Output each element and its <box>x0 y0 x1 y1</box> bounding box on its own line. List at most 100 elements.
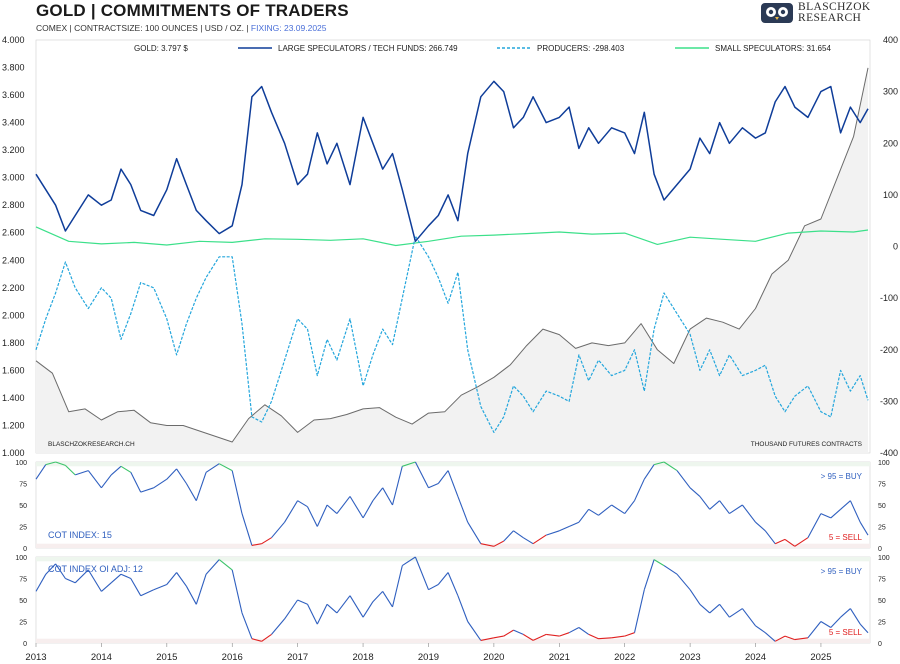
cot-index-line-segment <box>447 470 459 497</box>
cot-index-oi-adj-line-segment <box>271 618 286 635</box>
right-axis-tick-label: -200 <box>880 345 898 355</box>
left-axis-tick-label: 2.000 <box>2 310 25 320</box>
cot-index-line-segment <box>503 530 514 542</box>
cot-index-oi-adj-line-segment <box>241 612 253 639</box>
small-speculators-line <box>35 226 869 247</box>
cot-index-line-segment <box>195 472 207 501</box>
cot-index-line-segment <box>653 461 665 466</box>
cot-index-left-tick-label: 100 <box>15 460 27 467</box>
cot-index-label: COT INDEX: 15 <box>48 530 112 540</box>
cot-index-line-segment <box>251 543 262 546</box>
legend-entry: PRODUCERS: -298.403 <box>537 44 625 53</box>
cot-index-line-segment <box>75 470 89 476</box>
cot-index-line-segment <box>598 504 612 516</box>
cot-index-line-segment <box>611 504 626 515</box>
x-axis-tick-label: 2015 <box>156 652 177 663</box>
cot-index-oi-adj-line-segment <box>830 616 841 628</box>
cot-index-oi-adj-line-segment <box>729 608 743 618</box>
cot-index-right-tick-label: 25 <box>878 525 886 532</box>
cot-index-line-segment <box>166 468 177 480</box>
cot-index-line-segment <box>372 487 384 502</box>
cot-index-oi-adj-line-segment <box>447 572 459 596</box>
cot-index-line-segment <box>349 496 364 519</box>
x-axis-tick-label: 2017 <box>287 652 308 663</box>
cot-index-oi-adj-line-segment <box>130 578 142 596</box>
cot-index-oi-adj-line-segment <box>794 637 808 641</box>
cot-index-oi-adj-line-segment <box>401 556 416 567</box>
legend-entry: SMALL SPECULATORS: 31.654 <box>715 44 831 53</box>
right-axis-tick-label: 0 <box>893 242 898 252</box>
source-note: BLASCHZOKRESEARCH.CH <box>48 441 135 448</box>
cot-index-line-segment <box>261 537 272 545</box>
cot-index-line-segment <box>480 543 495 547</box>
x-axis-tick-label: 2014 <box>91 652 112 663</box>
right-axis-tick-label: -300 <box>880 396 898 406</box>
cot-index-oi-adj-line-segment <box>653 559 665 567</box>
cot-index-oi-adj-line-segment <box>284 599 299 620</box>
cot-index-line-segment <box>153 478 168 489</box>
owl-logo-icon <box>761 3 793 23</box>
cot-index-oi-adj-line-segment <box>362 601 374 618</box>
large-speculators-line <box>35 80 869 243</box>
cot-index-left-tick-label: 75 <box>19 482 27 489</box>
cot-index-line-segment <box>120 465 132 473</box>
cot-index-oi-adj-line-segment <box>176 572 187 587</box>
cot-index-oi-adj-line-segment <box>513 629 524 635</box>
cot-index-line-segment <box>840 500 851 510</box>
cot-index-oi-adj-line-segment <box>480 637 495 641</box>
cot-index-oi-adj-buy-note: > 95 = BUY <box>821 567 863 576</box>
cot-index-line-segment <box>382 487 393 506</box>
cot-index-line-segment <box>87 470 102 489</box>
cot-index-oi-adj-line-segment <box>153 583 168 591</box>
logo-line-2: RESEARCH <box>798 12 862 24</box>
left-axis-tick-label: 2.400 <box>2 255 25 265</box>
cot-index-oi-adj-line-segment <box>568 627 580 634</box>
cot-index-oi-adj-line-segment <box>699 603 711 614</box>
cot-index-oi-adj-line-segment <box>35 573 47 592</box>
cot-index-oi-adj-left-tick-label: 50 <box>19 598 27 605</box>
cot-index-line-segment <box>676 470 691 489</box>
cot-index-oi-adj-buy-zone <box>36 557 870 562</box>
subtitle-text: COMEX | CONTRACTSIZE: 100 OUNCES | USD /… <box>36 23 251 33</box>
cot-index-left-tick-label: 50 <box>19 503 27 510</box>
cot-index-line-segment <box>764 530 776 545</box>
cot-index-line-segment <box>176 468 187 484</box>
cot-index-line-segment <box>218 463 233 472</box>
left-axis-tick-label: 1.000 <box>2 448 25 458</box>
cot-index-oi-adj-right-tick-label: 50 <box>878 598 886 605</box>
cot-index-oi-adj-line-segment <box>428 584 439 591</box>
cot-index-line-segment <box>774 538 786 545</box>
cot-index-oi-adj-line-segment <box>382 591 393 608</box>
cot-index-buy-note: > 95 = BUY <box>821 472 863 481</box>
fixing-date: FIXING: 23.09.2025 <box>250 23 327 33</box>
cot-index-oi-adj-line-segment <box>546 633 560 637</box>
cot-index-right-tick-label: 0 <box>878 546 882 553</box>
cot-index-oi-adj-line-segment <box>140 589 154 597</box>
cot-index-line-segment <box>699 496 711 510</box>
legend-entry: GOLD: 3.797 $ <box>134 44 188 53</box>
cot-index-oi-adj-sell-note: 5 = SELL <box>829 628 863 637</box>
cot-index-oi-adj-line-segment <box>218 559 233 571</box>
cot-index-oi-adj-line-segment <box>503 629 514 637</box>
cot-index-line-segment <box>523 537 534 545</box>
cot-index-line-segment <box>100 474 112 489</box>
cot-index-oi-adj-line-segment <box>101 582 112 592</box>
cot-index-oi-adj-line-segment <box>784 635 795 641</box>
left-axis-tick-label: 3.200 <box>2 145 25 155</box>
cot-index-oi-adj-left-tick-label: 100 <box>15 555 27 562</box>
cot-index-oi-adj-line-segment <box>588 633 599 640</box>
cot-index-line-segment <box>663 461 678 472</box>
cot-index-line-segment <box>185 483 197 501</box>
cot-index-oi-adj-line-segment <box>689 589 701 605</box>
cot-index-oi-adj-left-tick-label: 25 <box>19 620 27 627</box>
cot-index-line-segment <box>830 508 841 519</box>
page-title: GOLD | COMMITMENTS OF TRADERS <box>36 1 349 20</box>
cot-index-line-segment <box>568 521 580 528</box>
cot-index-oi-adj-line-segment <box>755 625 766 634</box>
cot-index-sell-note: 5 = SELL <box>829 533 863 542</box>
cot-index-oi-adj-line-segment <box>709 603 720 614</box>
cot-index-line-segment <box>633 478 645 501</box>
logo-text: BLASCHZOK RESEARCH <box>798 1 871 24</box>
cot-index-buy-zone <box>36 462 870 467</box>
cot-index-oi-adj-sell-zone <box>36 638 870 643</box>
